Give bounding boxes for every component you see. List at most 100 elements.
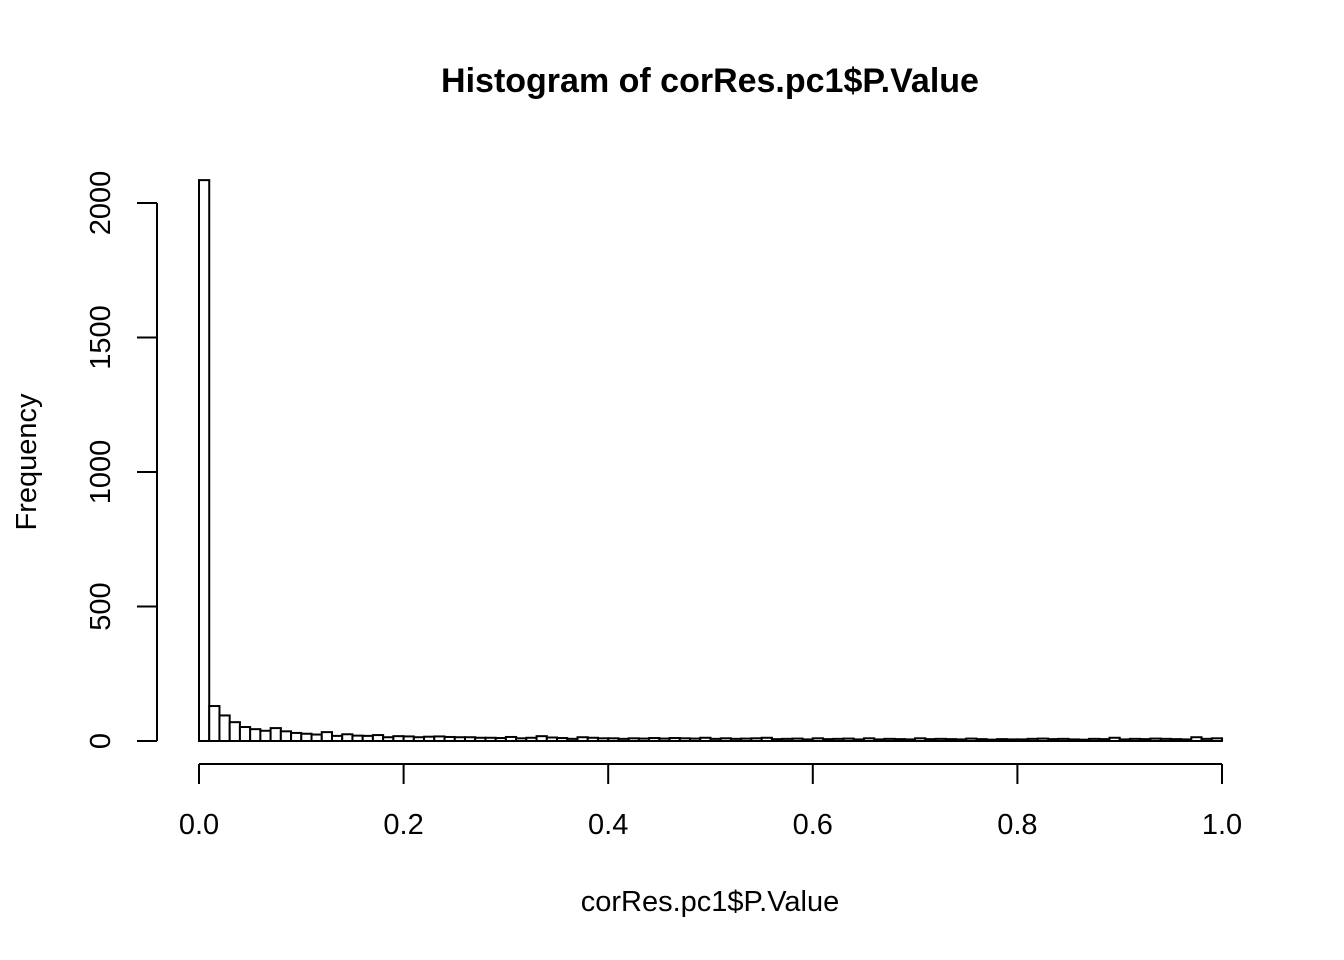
- x-axis-label: corRes.pc1$P.Value: [581, 886, 839, 918]
- histogram-bar: [556, 737, 569, 742]
- histogram-bar: [208, 705, 221, 743]
- histogram-bar: [770, 738, 784, 742]
- histogram-bar: [883, 737, 896, 742]
- histogram-bar: [760, 736, 773, 743]
- x-tick-label: 0.6: [793, 809, 833, 841]
- histogram-bar: [955, 738, 968, 743]
- histogram-bar: [290, 731, 303, 742]
- histogram-bar: [709, 737, 722, 742]
- histogram-bar: [740, 737, 753, 743]
- histogram-bar: [985, 738, 998, 743]
- histogram-bar: [842, 737, 855, 743]
- histogram-bar: [648, 737, 661, 742]
- histogram-bar: [494, 737, 507, 742]
- y-axis-ticks: 0 500 1000 1500 2000: [85, 171, 157, 749]
- histogram-bar: [1210, 737, 1224, 742]
- histogram-bar: [463, 736, 477, 742]
- histogram-bar: [1108, 736, 1121, 743]
- histogram-bar: [617, 737, 630, 742]
- histogram-bar: [423, 735, 436, 743]
- x-tick-label: 0.4: [588, 809, 628, 841]
- x-tick-label: 0.8: [997, 809, 1037, 841]
- histogram-bar: [515, 737, 528, 742]
- histogram-bar: [811, 737, 825, 742]
- histogram-bar: [699, 736, 712, 743]
- histogram-bar: [596, 737, 610, 742]
- histogram-bar: [484, 736, 497, 743]
- histogram-bar: [1169, 738, 1183, 742]
- histogram-bar: [320, 731, 333, 742]
- x-axis: 0.0 0.2 0.4 0.6 0.8 1.0: [179, 763, 1242, 841]
- histogram-bar: [259, 729, 272, 743]
- histogram-bar: [1036, 737, 1050, 743]
- histogram-bar: [1190, 736, 1203, 742]
- x-tick-label: 0.2: [383, 809, 423, 841]
- histogram-bar: [607, 737, 620, 742]
- histogram-bar: [504, 735, 518, 742]
- histogram-bar: [1128, 737, 1142, 742]
- histogram-bar: [402, 735, 415, 742]
- histogram-bar: [637, 737, 651, 743]
- histogram-bar: [412, 736, 426, 742]
- histogram-bar: [668, 737, 681, 742]
- histogram-bar: [1006, 738, 1019, 743]
- histogram-bar: [781, 737, 794, 742]
- histogram-bar: [729, 737, 743, 742]
- histogram-bar: [443, 735, 456, 742]
- histogram-bar: [341, 733, 354, 743]
- histogram-bar: [371, 734, 385, 743]
- chart-title: Histogram of corRes.pc1$P.Value: [441, 62, 979, 100]
- histogram-bar: [310, 733, 323, 742]
- histogram-bar: [453, 736, 466, 742]
- histogram-bar: [392, 735, 405, 742]
- histogram-bar: [228, 721, 241, 742]
- histogram-bar: [791, 737, 804, 743]
- histogram-bar: [545, 736, 559, 742]
- histogram-bar: [433, 735, 446, 742]
- histogram-bar: [1057, 737, 1070, 742]
- histogram-bar: [903, 738, 917, 743]
- y-tick-label: 500: [85, 582, 117, 630]
- histogram-bar: [1067, 738, 1080, 743]
- histogram-bar: [382, 736, 395, 742]
- histogram-bar: [965, 737, 978, 743]
- histogram-bar: [975, 738, 988, 742]
- histogram-bar: [750, 737, 763, 742]
- histogram-bar: [1159, 737, 1172, 742]
- histogram-bar: [269, 727, 282, 743]
- histogram-bar: [822, 738, 835, 742]
- histogram-bar: [924, 738, 937, 742]
- histogram-bar: [719, 737, 732, 742]
- x-axis-ticks: 0.0 0.2 0.4 0.6 0.8 1.0: [179, 764, 1242, 841]
- x-tick-label: 0.0: [179, 809, 219, 841]
- histogram-bar: [995, 738, 1009, 742]
- x-tick-label: 1.0: [1202, 809, 1242, 841]
- histogram-bar: [566, 737, 579, 742]
- histogram-bar: [218, 714, 231, 743]
- histogram-bar: [1118, 738, 1131, 743]
- histogram-bar: [658, 737, 671, 743]
- histogram-bar: [1047, 738, 1060, 742]
- histogram-bars: [198, 179, 1224, 743]
- histogram-bar: [862, 737, 876, 742]
- histogram-bar: [914, 737, 927, 742]
- histogram-bar: [1098, 738, 1111, 742]
- y-tick-label: 2000: [85, 171, 117, 236]
- histogram-bar: [1026, 737, 1039, 742]
- histogram-bar: [576, 736, 589, 742]
- y-tick-label: 1500: [85, 305, 117, 370]
- histogram-bar: [1139, 738, 1152, 742]
- histogram-bar: [678, 737, 692, 742]
- histogram-bar: [586, 736, 599, 743]
- histogram-bar: [873, 738, 886, 743]
- histogram-bar: [934, 737, 947, 742]
- histogram-bar: [474, 736, 487, 743]
- histogram-bar: [1149, 737, 1162, 743]
- y-axis: 0 500 1000 1500 2000: [85, 171, 158, 749]
- histogram-bar: [361, 734, 374, 743]
- histogram-bar: [351, 734, 364, 742]
- histogram-bar: [330, 734, 344, 743]
- histogram-bar: [832, 737, 845, 742]
- histogram-bar: [893, 738, 906, 742]
